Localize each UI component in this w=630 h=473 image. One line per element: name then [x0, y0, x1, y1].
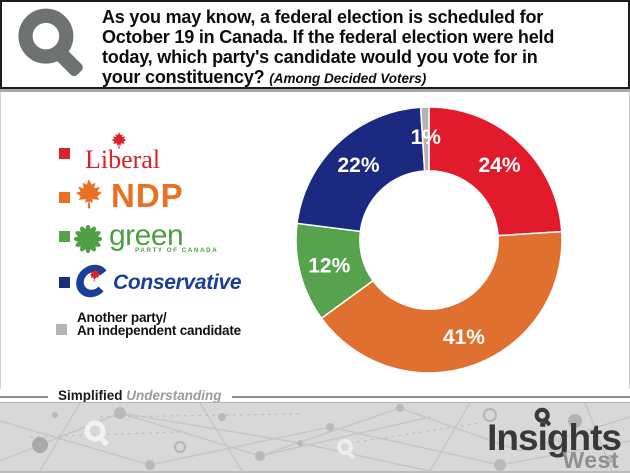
legend-label-liberal: Liberal — [85, 145, 161, 174]
chart-panel: Liberal NDP green — [0, 92, 630, 389]
legend-bullet-liberal — [59, 148, 70, 159]
brand-name: Insights — [487, 417, 622, 458]
legend-bullet-other — [56, 324, 67, 335]
legend-label-conservative: Conservative — [113, 271, 242, 294]
network-pattern — [0, 403, 630, 471]
legend-label-green: green — [109, 219, 184, 252]
magnifier-icon — [18, 8, 83, 77]
donut-chart: 24% 41% 12% 22% 1% — [295, 106, 563, 374]
magnifier-pattern-icon — [547, 437, 565, 457]
donut-slice-1 — [320, 230, 563, 374]
green-party-flower-icon — [73, 224, 103, 254]
donut-label-0: 24% — [478, 154, 520, 177]
donut-slice-0 — [428, 106, 563, 237]
donut-label-2: 12% — [308, 255, 350, 278]
footer: Insights West — [0, 402, 630, 473]
divider-line — [0, 396, 630, 398]
legend-bullet-ndp — [59, 192, 70, 203]
donut-slice-4 — [419, 106, 430, 172]
tagline: Simplified Understanding — [48, 387, 232, 404]
tagline-italic: Understanding — [126, 388, 222, 403]
question-text: As you may know, a federal election is s… — [102, 7, 622, 89]
question-line: your constituency? (Among Decided Voters… — [102, 67, 622, 89]
question-line-text: your constituency? — [102, 67, 265, 87]
ndp-maple-leaf-icon — [75, 179, 103, 209]
legend-label-other-line1: Another party/ — [77, 310, 167, 325]
tagline-divider: Simplified Understanding — [0, 387, 630, 404]
legend-bullet-green — [59, 231, 70, 242]
donut-slice-3 — [296, 106, 426, 233]
question-note: (Among Decided Voters) — [269, 71, 427, 86]
question-header: As you may know, a federal election is s… — [0, 0, 630, 89]
donut-label-4: 1% — [411, 126, 442, 149]
magnifier-pattern-icon — [84, 420, 109, 446]
legend-label-ndp: NDP — [111, 177, 184, 214]
legend-label-other: Another party/ An independent candidate — [77, 310, 241, 338]
insights-west-logo: Insights West — [475, 407, 625, 473]
donut-label-3: 22% — [337, 154, 379, 177]
question-line: As you may know, a federal election is s… — [102, 7, 544, 27]
donut-label-1: 41% — [443, 326, 485, 349]
tagline-bold: Simplified — [58, 388, 123, 403]
legend-sublabel-green: PARTY OF CANADA — [135, 247, 219, 254]
legend-bullet-conservative — [59, 277, 70, 288]
legend-label-other-line2: An independent candidate — [77, 322, 241, 338]
question-line: October 19 in Canada. If the federal ele… — [102, 27, 555, 47]
question-line: today, which party's candidate would you… — [102, 47, 538, 67]
header-shadow — [0, 89, 630, 92]
magnifier-pattern-icon — [337, 439, 355, 459]
liberal-maple-leaf-icon — [111, 132, 127, 149]
conservative-c-icon — [76, 264, 107, 298]
brand-region: West — [562, 447, 619, 473]
logo-magnifier-icon — [534, 407, 551, 426]
